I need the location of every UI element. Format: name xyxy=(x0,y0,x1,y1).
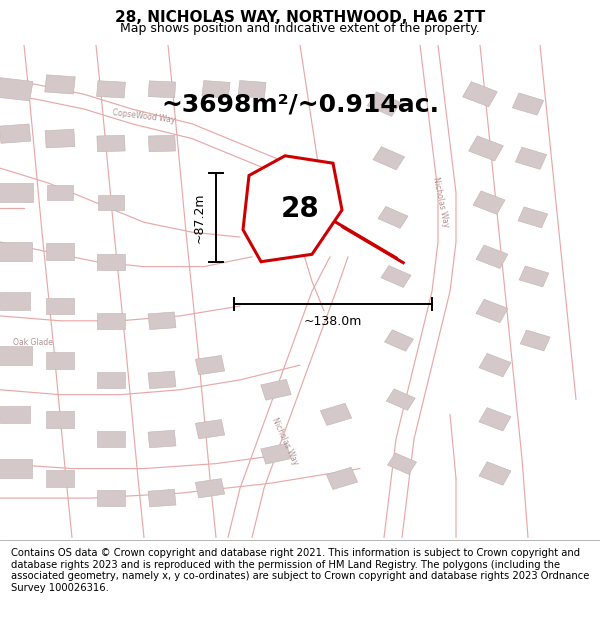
Polygon shape xyxy=(385,330,413,351)
Polygon shape xyxy=(469,136,503,161)
Polygon shape xyxy=(45,75,75,94)
Polygon shape xyxy=(381,266,411,288)
Polygon shape xyxy=(97,490,125,506)
Polygon shape xyxy=(388,453,416,474)
Polygon shape xyxy=(148,371,176,389)
Polygon shape xyxy=(97,313,125,329)
Text: ~87.2m: ~87.2m xyxy=(192,192,205,242)
Polygon shape xyxy=(148,312,176,329)
Polygon shape xyxy=(367,92,401,116)
Polygon shape xyxy=(196,479,224,498)
Polygon shape xyxy=(196,356,224,375)
Polygon shape xyxy=(46,411,74,428)
Polygon shape xyxy=(473,191,505,214)
Polygon shape xyxy=(378,206,408,228)
Polygon shape xyxy=(386,389,415,410)
Polygon shape xyxy=(463,82,497,107)
Polygon shape xyxy=(520,330,550,351)
Polygon shape xyxy=(97,372,125,388)
Text: Oak Glade: Oak Glade xyxy=(13,339,53,348)
Polygon shape xyxy=(479,408,511,431)
Polygon shape xyxy=(261,443,291,464)
Polygon shape xyxy=(148,81,176,98)
Polygon shape xyxy=(320,403,352,426)
Polygon shape xyxy=(479,462,511,485)
Polygon shape xyxy=(45,129,75,148)
Polygon shape xyxy=(479,353,511,377)
Polygon shape xyxy=(519,266,549,287)
Polygon shape xyxy=(196,419,224,439)
Polygon shape xyxy=(373,147,404,170)
Text: Nicholas Way: Nicholas Way xyxy=(270,416,300,467)
Polygon shape xyxy=(0,292,30,310)
Polygon shape xyxy=(261,379,291,400)
Polygon shape xyxy=(0,459,32,478)
Polygon shape xyxy=(97,431,125,447)
Polygon shape xyxy=(148,430,176,447)
Text: Nicholas Way: Nicholas Way xyxy=(431,177,451,229)
Polygon shape xyxy=(47,186,73,200)
Polygon shape xyxy=(0,346,32,364)
Text: CopseWood Way: CopseWood Way xyxy=(112,108,176,125)
Polygon shape xyxy=(148,489,176,507)
Polygon shape xyxy=(476,245,508,269)
Polygon shape xyxy=(518,207,548,228)
Polygon shape xyxy=(512,93,544,115)
Polygon shape xyxy=(97,254,125,269)
Polygon shape xyxy=(238,81,266,98)
Text: Map shows position and indicative extent of the property.: Map shows position and indicative extent… xyxy=(120,22,480,35)
Polygon shape xyxy=(46,244,74,260)
Polygon shape xyxy=(515,147,547,169)
Text: 28: 28 xyxy=(281,194,319,222)
Polygon shape xyxy=(202,81,230,98)
Polygon shape xyxy=(97,81,125,98)
Polygon shape xyxy=(97,135,125,152)
Polygon shape xyxy=(0,124,31,143)
Polygon shape xyxy=(46,470,74,487)
Text: Contains OS data © Crown copyright and database right 2021. This information is : Contains OS data © Crown copyright and d… xyxy=(11,548,589,592)
Polygon shape xyxy=(326,468,358,489)
Polygon shape xyxy=(0,242,32,261)
Text: ~3698m²/~0.914ac.: ~3698m²/~0.914ac. xyxy=(161,92,439,116)
Polygon shape xyxy=(98,195,124,210)
Polygon shape xyxy=(243,156,342,262)
Polygon shape xyxy=(0,78,33,101)
Text: 28, NICHOLAS WAY, NORTHWOOD, HA6 2TT: 28, NICHOLAS WAY, NORTHWOOD, HA6 2TT xyxy=(115,10,485,25)
Polygon shape xyxy=(0,183,33,202)
Polygon shape xyxy=(46,352,74,369)
Polygon shape xyxy=(46,298,74,314)
Polygon shape xyxy=(148,135,176,152)
Polygon shape xyxy=(0,406,30,423)
Text: ~138.0m: ~138.0m xyxy=(304,315,362,328)
Polygon shape xyxy=(476,299,508,322)
